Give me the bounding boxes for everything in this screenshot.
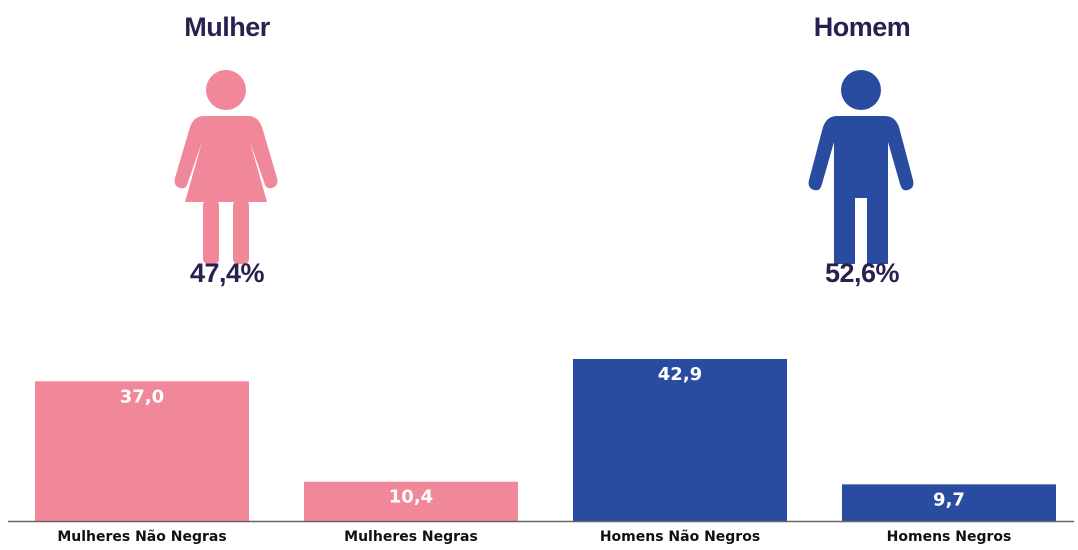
category-label: Mulheres Não Negras bbox=[57, 529, 226, 545]
man-icon bbox=[808, 70, 914, 264]
woman-icon bbox=[174, 70, 278, 264]
bar-value-label: 9,7 bbox=[933, 489, 965, 510]
bar-3 bbox=[573, 359, 787, 521]
category-label: Homens Negros bbox=[887, 529, 1012, 545]
bar-1 bbox=[35, 381, 249, 521]
male-percentage: 52,6% bbox=[824, 258, 900, 288]
category-label: Mulheres Negras bbox=[344, 529, 478, 545]
category-label: Homens Não Negros bbox=[600, 529, 760, 545]
bar-value-label: 42,9 bbox=[658, 364, 702, 385]
bar-value-label: 37,0 bbox=[120, 386, 164, 407]
bar-2 bbox=[304, 481, 518, 521]
female-title: Mulher bbox=[184, 12, 270, 42]
bar-4 bbox=[842, 484, 1056, 521]
female-percentage: 47,4% bbox=[189, 258, 265, 288]
male-title: Homem bbox=[813, 12, 911, 42]
bar-value-label: 10,4 bbox=[389, 487, 433, 508]
